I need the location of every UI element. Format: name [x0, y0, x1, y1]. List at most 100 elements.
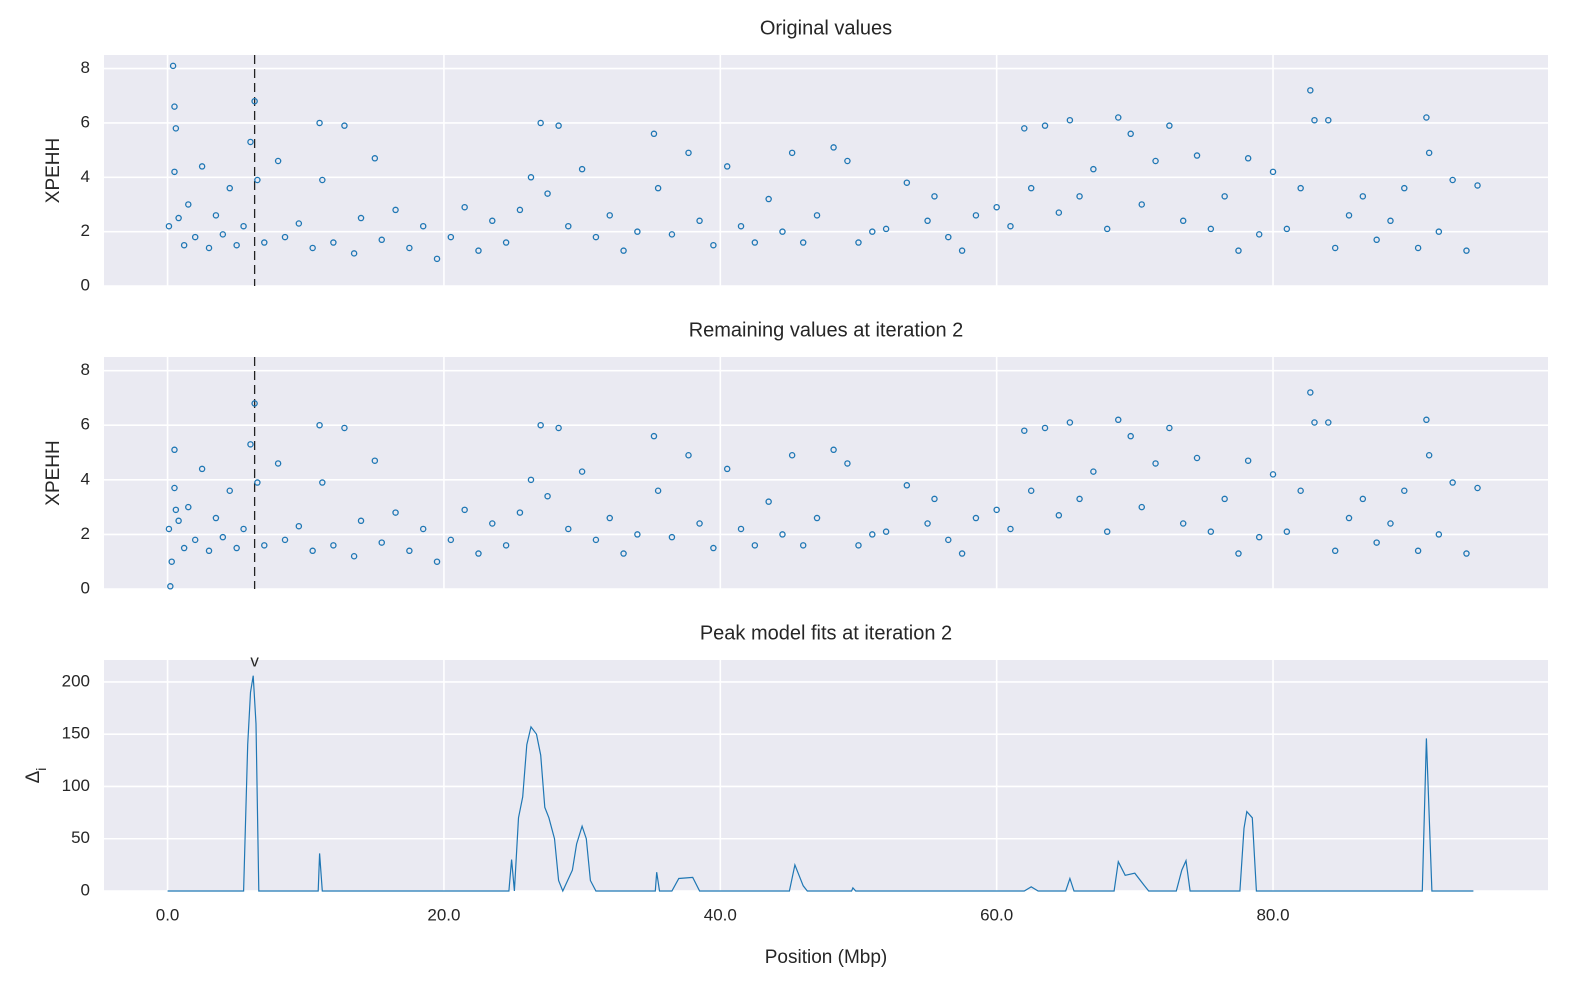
point: [830, 446, 837, 454]
x-tick-label: 20.0: [427, 905, 460, 924]
point: [212, 212, 220, 219]
plot-background: [104, 357, 1548, 589]
panel-title: Peak model fits at iteration 2: [700, 622, 952, 644]
point: [180, 544, 188, 552]
point: [1027, 184, 1035, 192]
point: [1179, 217, 1187, 225]
point: [219, 533, 227, 541]
point: [251, 400, 258, 407]
point: [175, 214, 182, 222]
point: [205, 244, 213, 252]
panel-title: Original values: [760, 17, 892, 39]
point: [945, 233, 952, 241]
point: [1359, 193, 1367, 200]
point: [788, 149, 796, 157]
point: [634, 531, 641, 538]
point: [668, 231, 676, 238]
point: [1138, 201, 1145, 208]
point: [1103, 225, 1111, 233]
point: [1076, 193, 1083, 200]
point: [1041, 424, 1049, 432]
point: [341, 122, 348, 129]
point: [1474, 484, 1481, 492]
point: [993, 506, 1000, 514]
point: [350, 552, 358, 560]
x-tick-label: 80.0: [1256, 905, 1289, 924]
y-tick-label: 0: [81, 880, 90, 899]
point: [1055, 512, 1063, 519]
point: [931, 495, 938, 503]
point: [1055, 209, 1063, 216]
point: [606, 212, 613, 219]
point: [502, 542, 510, 549]
point: [185, 503, 192, 511]
point: [1401, 487, 1408, 494]
point: [489, 217, 496, 225]
point: [357, 517, 365, 525]
point: [779, 531, 786, 538]
point: [1269, 471, 1277, 478]
point: [1401, 184, 1408, 192]
point: [565, 525, 572, 533]
point: [447, 233, 455, 241]
point: [180, 241, 188, 249]
point: [723, 465, 731, 473]
point: [1255, 231, 1263, 238]
point: [1127, 130, 1134, 138]
point: [1221, 193, 1228, 200]
point: [799, 542, 807, 549]
point: [1373, 539, 1380, 546]
point: [175, 517, 182, 525]
point: [171, 103, 178, 110]
point: [1021, 427, 1028, 434]
point: [378, 539, 385, 546]
point: [578, 468, 586, 475]
y-tick-label: 4: [81, 167, 90, 186]
point: [1325, 116, 1332, 124]
point: [1414, 244, 1422, 252]
point: [168, 558, 175, 565]
point: [309, 244, 316, 252]
point: [799, 239, 807, 246]
y-tick-label: 6: [81, 112, 90, 131]
point: [620, 550, 627, 557]
point: [240, 525, 247, 533]
point: [1193, 152, 1201, 159]
x-axis-label: Position (Mbp): [765, 947, 888, 968]
point: [274, 157, 282, 165]
y-axis-label-main: XPEHH: [43, 440, 64, 505]
point: [319, 176, 326, 184]
point: [1307, 389, 1314, 396]
point: [1449, 176, 1456, 184]
point: [1103, 528, 1111, 535]
point: [779, 228, 786, 235]
y-tick-label: 8: [81, 58, 90, 77]
y-tick-label: 2: [81, 221, 90, 240]
point: [247, 138, 254, 146]
point: [592, 233, 600, 241]
point: [371, 457, 379, 464]
point: [274, 460, 282, 467]
point: [172, 506, 180, 514]
point: [1076, 495, 1083, 503]
point: [527, 174, 535, 181]
point: [765, 498, 772, 505]
point: [1373, 236, 1380, 244]
point: [1435, 228, 1443, 235]
point: [654, 487, 662, 494]
point: [1331, 244, 1339, 252]
point: [191, 233, 199, 241]
point: [1463, 247, 1470, 254]
point: [1425, 452, 1433, 459]
point: [169, 62, 177, 70]
point: [737, 222, 745, 230]
point: [1166, 424, 1173, 432]
y-tick-label: 200: [62, 671, 90, 690]
panel-title: Remaining values at iteration 2: [689, 319, 964, 341]
point: [171, 484, 178, 492]
y-axis-label-main: Δ: [23, 770, 44, 783]
y-tick-label: 8: [81, 360, 90, 379]
point: [489, 520, 496, 527]
point: [958, 247, 966, 254]
